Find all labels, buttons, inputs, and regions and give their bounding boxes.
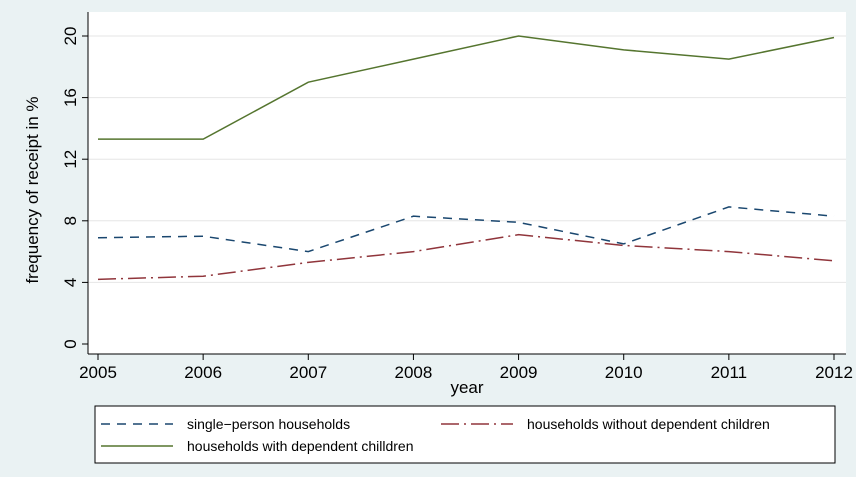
y-axis-ticks: 0 4 8 12 16 20	[61, 27, 88, 349]
y-tick-label-16: 16	[61, 88, 80, 107]
y-tick-label-12: 12	[61, 150, 80, 169]
legend-box	[94, 405, 836, 464]
x-tick-label-2011: 2011	[711, 363, 748, 382]
legend: single−person households households with…	[94, 405, 836, 464]
legend-label-single-person: single−person households	[187, 416, 350, 432]
x-tick-label-2006: 2006	[184, 363, 222, 382]
x-axis-title: year	[450, 378, 483, 397]
plot-area	[88, 12, 846, 354]
x-tick-label-2005: 2005	[79, 363, 117, 382]
y-tick-label-8: 8	[61, 216, 80, 225]
series-lines	[97, 35, 835, 281]
gridlines	[88, 35, 846, 283]
legend-label-with-children: households with dependent chilldren	[187, 438, 414, 454]
x-tick-label-2007: 2007	[289, 363, 327, 382]
legend-label-without-children: households without dependent children	[527, 416, 770, 432]
y-tick-label-0: 0	[61, 339, 80, 348]
x-tick-label-2010: 2010	[605, 363, 643, 382]
series-line-0	[97, 206, 835, 253]
series-line-1	[97, 233, 835, 281]
x-axis-ticks: 2005 2006 2007 2008 2009 2010 2011 2012	[79, 354, 853, 382]
x-tick-label-2012: 2012	[815, 363, 853, 382]
y-tick-label-20: 20	[61, 27, 80, 46]
x-tick-label-2008: 2008	[395, 363, 433, 382]
y-axis-title: frequency of receipt in %	[23, 96, 42, 283]
series-line-2	[98, 35, 835, 140]
y-tick-label-4: 4	[61, 278, 80, 287]
x-tick-label-2009: 2009	[500, 363, 538, 382]
